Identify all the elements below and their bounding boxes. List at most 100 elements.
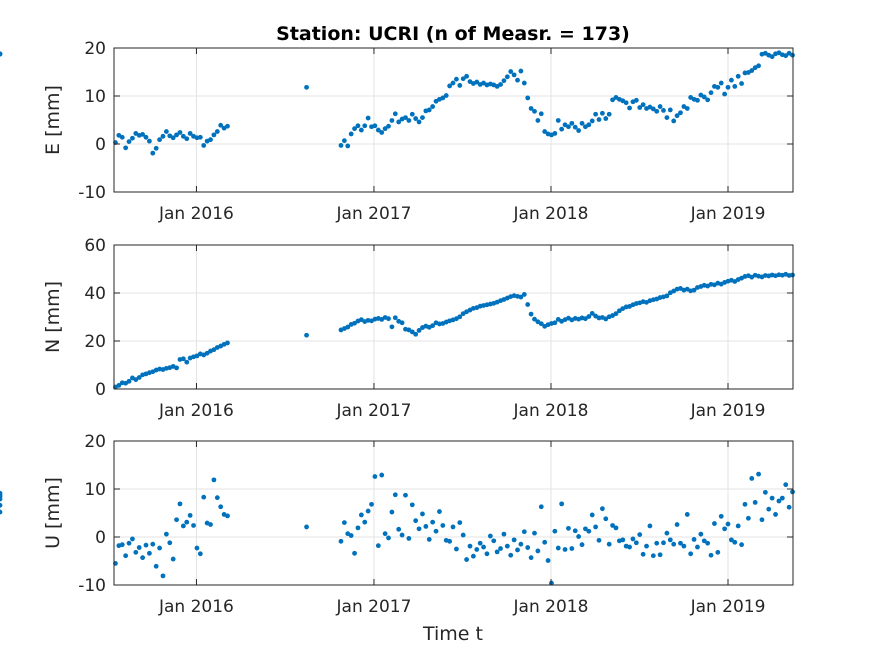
data-point-n <box>525 302 531 307</box>
data-point-e <box>126 139 132 145</box>
data-point-e <box>201 143 207 148</box>
data-point-e <box>735 73 741 79</box>
data-point-n <box>538 321 544 327</box>
data-point-e <box>599 110 605 116</box>
data-point-u <box>712 521 717 526</box>
data-point-e <box>657 104 663 109</box>
data-point-e <box>667 107 673 113</box>
data-point-u <box>140 555 146 561</box>
data-point-e <box>610 97 615 103</box>
data-point-u <box>484 551 490 557</box>
data-point-u <box>157 545 162 551</box>
data-point-e <box>389 118 395 123</box>
data-point-e <box>579 120 585 126</box>
data-point-u <box>749 476 755 481</box>
y-tick-label-e-1: 0 <box>95 135 106 155</box>
data-point-u <box>681 543 687 549</box>
data-point-e <box>187 131 193 136</box>
data-point-e <box>392 111 398 117</box>
data-point-e <box>532 108 537 114</box>
data-point-n <box>304 332 309 338</box>
y-tick-label-u-1: 0 <box>95 528 106 548</box>
data-point-n <box>409 329 415 335</box>
data-point-e <box>525 95 531 101</box>
x-axis-label: Time t <box>422 623 483 645</box>
data-point-e <box>460 76 466 82</box>
data-point-u <box>160 573 166 579</box>
data-point-e <box>147 138 152 144</box>
data-point-n <box>528 311 534 317</box>
data-point-u <box>187 513 193 518</box>
data-point-e <box>430 104 436 109</box>
data-point-e <box>341 138 347 144</box>
data-point-u <box>201 494 207 500</box>
panel-e: Jan 2016 Jan 2017 Jan 2018 Jan 2019 -10 0 10 20… <box>0 39 795 224</box>
data-point-e <box>352 126 357 132</box>
data-point-u <box>341 520 347 525</box>
data-point-e <box>180 133 186 139</box>
data-point-e <box>623 100 629 106</box>
plot-area-n <box>114 245 793 389</box>
data-point-u <box>396 526 402 532</box>
data-point-e <box>678 110 683 116</box>
data-point-e <box>769 54 775 60</box>
data-point-u <box>304 524 309 530</box>
x-tick-label-u-0: Jan 2016 <box>158 597 234 617</box>
data-point-n <box>457 314 463 320</box>
data-point-e <box>501 78 507 84</box>
data-point-n <box>133 377 139 383</box>
data-point-e <box>521 80 527 86</box>
y-axis-label-e: E [mm] <box>42 85 64 155</box>
data-point-u <box>167 540 173 546</box>
data-point-u <box>457 520 463 525</box>
data-point-n <box>416 328 422 333</box>
data-point-e <box>413 116 419 121</box>
data-point-u <box>769 495 775 501</box>
data-point-u <box>123 553 129 559</box>
data-point-e <box>650 106 656 112</box>
data-point-u <box>766 506 772 512</box>
data-point-u <box>358 512 364 518</box>
data-point-u <box>532 530 537 536</box>
data-point-u <box>362 519 368 525</box>
data-point-e <box>174 132 179 138</box>
x-tick-label-u-3: Jan 2019 <box>690 597 766 617</box>
data-point-u <box>566 525 571 531</box>
data-point-u <box>413 518 419 524</box>
data-point-u <box>208 522 213 527</box>
data-point-e <box>555 118 561 123</box>
data-point-u <box>467 543 473 549</box>
data-point-u <box>504 543 510 549</box>
data-point-e <box>150 150 156 156</box>
data-point-e <box>671 118 677 124</box>
x-tick-label-e-2: Jan 2018 <box>513 204 589 224</box>
data-point-e <box>426 107 432 113</box>
y-tick-label-n-2: 40 <box>84 284 106 304</box>
y-tick-label-n-0: 0 <box>95 380 106 400</box>
data-point-e <box>596 117 602 122</box>
data-point-n <box>386 316 391 322</box>
data-point-e <box>464 73 469 79</box>
data-point-u <box>491 538 497 544</box>
data-point-u <box>143 542 149 548</box>
data-point-u <box>501 531 507 537</box>
data-point-e <box>447 83 453 89</box>
axes-frame-e <box>113 47 794 193</box>
data-point-u <box>630 536 636 542</box>
data-point-u <box>589 512 595 518</box>
data-point-u <box>640 551 646 557</box>
data-point-u <box>756 471 761 477</box>
data-point-n <box>613 311 619 317</box>
data-point-u <box>392 492 398 498</box>
data-point-e <box>586 122 592 128</box>
data-point-u <box>528 555 534 561</box>
data-point-n <box>616 308 622 314</box>
data-point-u <box>136 545 142 550</box>
x-tick-label-n-0: Jan 2016 <box>158 401 234 421</box>
data-point-e <box>749 68 755 73</box>
data-point-e <box>664 115 670 120</box>
data-point-u <box>481 544 486 550</box>
data-point-u <box>487 533 493 539</box>
data-point-u <box>786 504 792 510</box>
data-point-u <box>779 495 785 501</box>
